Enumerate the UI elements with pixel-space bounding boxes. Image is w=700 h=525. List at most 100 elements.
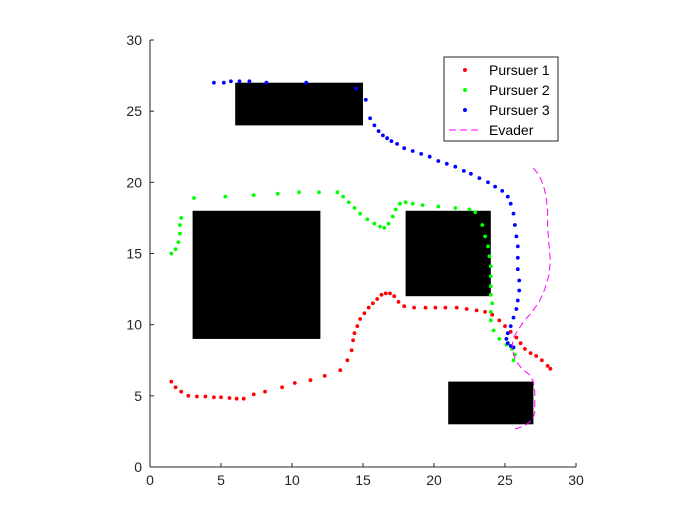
- pursuer-2-point: [179, 216, 184, 220]
- pursuer-3-point: [469, 171, 473, 176]
- series-pursuer-1: [169, 291, 553, 401]
- pursuer-2-point: [483, 234, 487, 239]
- legend: Pursuer 1 Pursuer 2 Pursuer 3 Evader: [443, 56, 559, 142]
- pursuer-2-point: [223, 194, 228, 199]
- pursuer-3-point: [410, 149, 415, 153]
- obstacle-4: [448, 381, 534, 425]
- pursuer-1-point: [388, 291, 392, 296]
- pursuer-2-point: [346, 200, 351, 205]
- legend-pursuer-2-marker: [463, 88, 467, 92]
- pursuer-2-point: [378, 224, 382, 229]
- legend-pursuer-2-label: Pursuer 2: [489, 82, 550, 98]
- pursuer-1-point: [548, 366, 553, 371]
- x-tick-label: 0: [146, 472, 154, 488]
- pursuer-2-point: [403, 200, 408, 205]
- legend-pursuer-3-marker: [463, 108, 467, 112]
- legend-box: [443, 56, 559, 142]
- pursuer-1-point: [352, 331, 357, 336]
- x-tick-label: 25: [497, 472, 513, 488]
- obstacles: [192, 82, 534, 425]
- pursuer-2-point: [488, 310, 493, 314]
- pursuer-1-point: [433, 305, 438, 310]
- y-tick-label: 0: [134, 459, 142, 475]
- pursuer-1-point: [345, 358, 350, 363]
- pursuer-3-point: [385, 136, 389, 141]
- pursuer-2-point: [488, 274, 493, 279]
- pursuer-1-point: [355, 324, 360, 328]
- pursuer-1-point: [292, 381, 297, 385]
- pursuer-3-point: [500, 189, 505, 193]
- pursuer-3-point: [514, 307, 519, 311]
- pursuer-3-point: [486, 180, 490, 185]
- pursuer-3-point: [363, 97, 368, 102]
- pursuer-3-point: [511, 211, 516, 216]
- pursuer-2-point: [473, 210, 478, 215]
- pursuer-1-point: [423, 305, 428, 310]
- pursuer-3-point: [517, 278, 522, 283]
- pursuer-1-point: [227, 396, 232, 400]
- pursuer-3-point: [402, 146, 407, 151]
- pursuer-1-point: [508, 329, 513, 334]
- pursuer-1-point: [503, 324, 507, 328]
- pursuer-3-point: [504, 337, 509, 341]
- pursuer-3-point: [515, 267, 520, 272]
- pursuer-3-point: [515, 244, 520, 249]
- pursuer-2-point: [169, 251, 174, 256]
- pursuer-3-point: [372, 123, 377, 128]
- pursuer-1-point: [241, 396, 246, 401]
- pursuer-1-point: [412, 305, 416, 310]
- pursuer-2-point: [177, 231, 182, 236]
- pursuer-2-point: [297, 190, 301, 195]
- pursuer-2-point: [393, 207, 398, 212]
- pursuer-2-point: [192, 196, 196, 200]
- legend-evader-label: Evader: [489, 122, 534, 138]
- y-tick-label: 30: [126, 32, 142, 48]
- pursuer-1-point: [375, 297, 380, 301]
- pursuer-2-point: [490, 301, 495, 306]
- pursuer-3-point: [221, 80, 226, 85]
- y-tick-label: 5: [134, 388, 142, 404]
- pursuer-2-point: [511, 358, 516, 363]
- pursuer-2-point: [390, 214, 395, 219]
- pursuer-2-point: [410, 201, 415, 206]
- pursuer-2-point: [453, 206, 458, 210]
- pursuer-2-point: [420, 203, 425, 208]
- pursuer-2-point: [352, 206, 357, 210]
- y-tick-label: 15: [126, 246, 142, 262]
- pursuer-1-point: [497, 318, 502, 323]
- pursuer-3-point: [304, 80, 309, 85]
- obstacle-2: [192, 210, 321, 339]
- pursuer-1-point: [514, 335, 519, 340]
- pursuer-1-point: [528, 351, 533, 355]
- pursuer-2-point: [488, 264, 493, 269]
- pursuer-3-point: [515, 255, 520, 260]
- pursuer-1-point: [545, 364, 550, 368]
- pursuer-3-point: [444, 161, 449, 166]
- pursuer-1-point: [402, 304, 407, 309]
- pursuer-1-point: [366, 305, 371, 310]
- pursuer-3-point: [419, 152, 424, 156]
- y-tick-label: 20: [126, 174, 142, 190]
- pursuer-1-point: [358, 317, 363, 321]
- pursuer-3-point: [237, 79, 242, 84]
- pursuer-2-point: [436, 204, 441, 209]
- pursuer-3-point: [511, 315, 516, 320]
- pursuer-2-point: [480, 223, 485, 227]
- x-tick-label: 10: [284, 472, 300, 488]
- pursuer-3-point: [461, 169, 466, 173]
- pursuer-2-point: [491, 328, 496, 333]
- pursuer-3-point: [505, 341, 510, 346]
- pursuer-1-point: [338, 368, 343, 373]
- pursuer-2-point: [488, 292, 493, 297]
- pursuer-1-point: [443, 305, 448, 310]
- axes: 0 5 10 15 20 25 30 0 5 10 15 20 25 30: [126, 32, 584, 488]
- pursuer-1-point: [534, 354, 539, 358]
- pursuer-3-point: [477, 176, 482, 181]
- pursuer-1-point: [251, 392, 256, 397]
- pursuer-1-point: [383, 291, 388, 296]
- pursuer-2-point: [358, 211, 363, 216]
- x-tick-label: 15: [355, 472, 371, 488]
- pursuer-2-point: [177, 223, 182, 227]
- pursuer-1-point: [371, 301, 375, 306]
- pursuer-2-point: [176, 240, 181, 245]
